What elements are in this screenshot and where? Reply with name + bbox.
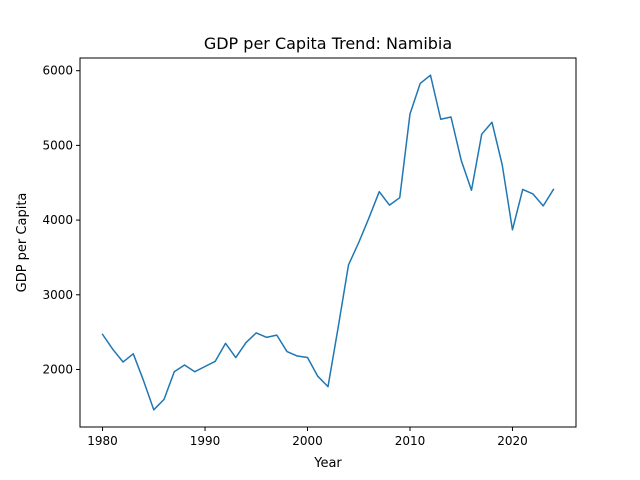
x-tick-label: 2020 xyxy=(497,434,528,448)
x-tick-label: 2010 xyxy=(395,434,426,448)
y-tick-label: 3000 xyxy=(42,288,73,302)
y-axis-label: GDP per Capita xyxy=(15,193,30,293)
y-tick-label: 5000 xyxy=(42,138,73,152)
x-tick-label: 2000 xyxy=(292,434,323,448)
plot-frame xyxy=(79,57,577,428)
series-line-gdp-per-capita xyxy=(101,74,555,411)
x-axis-label: Year xyxy=(313,456,342,471)
chart-title: GDP per Capita Trend: Namibia xyxy=(204,34,452,53)
y-tick-label: 4000 xyxy=(42,213,73,227)
x-tick-label: 1980 xyxy=(87,434,118,448)
y-tick-label: 2000 xyxy=(42,362,73,376)
plot-area: 1980 1990 2000 2010 2020 2000 3000 4000 5000 600… xyxy=(42,57,577,448)
x-tick-label: 1990 xyxy=(190,434,221,448)
y-axis-ticks: 2000 3000 4000 5000 6000 xyxy=(42,64,80,376)
x-axis-ticks: 1980 1990 2000 2010 2020 xyxy=(87,427,528,448)
y-tick-label: 6000 xyxy=(42,64,73,78)
